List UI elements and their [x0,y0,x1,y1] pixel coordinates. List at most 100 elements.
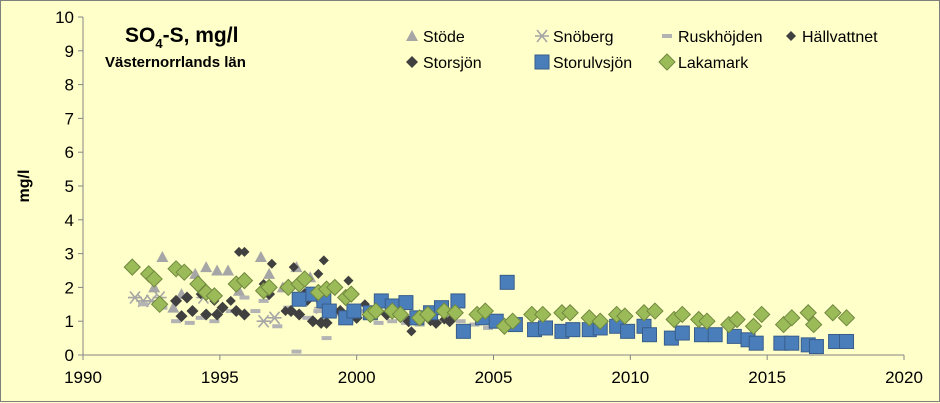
ruskhojden-point [272,324,283,329]
lakamark-point [591,312,609,330]
data-marks [123,246,856,355]
legend-marker [658,53,676,71]
lakamark-point [837,309,856,327]
storulvsjon-point [499,274,515,290]
legend-item-storsjon: Storsjön [406,55,482,72]
lakamark-point [673,305,692,324]
ruskhojden-point [209,319,220,324]
ruskhojden-point [239,295,250,300]
y-tick-label: 7 [65,109,74,128]
x-tick-label: 2020 [885,368,923,387]
snoberg-point [256,314,271,328]
stode-point [254,250,267,262]
lakamark-point [476,302,494,320]
y-tick-label: 6 [65,143,74,162]
lakamark-point [145,270,163,288]
stode-point [222,264,235,276]
legend-label: Storulvsjön [553,55,632,72]
legend-label: Stöde [423,29,465,46]
x-tick-label: 2015 [748,368,786,387]
axes: 0 1 2 3 4 5 6 7 8 9 10 1990 1995 2000 2005 2010 2015 2020 [55,8,923,387]
chart-title: SO4-S, mg/l [125,24,238,51]
hallvattnet-point [233,246,244,257]
lakamark-point [260,278,278,297]
storulvsjon-point [455,323,471,339]
storulvsjon-point [707,327,723,343]
lakamark-point [783,309,801,327]
lakamark-point [804,315,823,334]
legend-item-lakamark: Lakamark [658,53,749,72]
storulvsjon-point [537,320,553,336]
storsjon-point [170,294,183,307]
lakamark-point [616,307,634,325]
stode-point [232,284,245,296]
lakamark-point [367,302,385,320]
storulvsjon-point [784,335,800,351]
lakamark-point [391,305,410,324]
x-tick-label: 1990 [64,368,102,387]
ruskhojden-point [250,309,261,314]
ruskhojden-point [483,325,494,330]
legend-label: Storsjön [423,55,482,72]
legend-label: Ruskhöjden [678,29,763,46]
y-tick-label: 4 [65,211,74,230]
legend-item-hallvattnet: Hällvattnet [786,29,878,46]
ruskhojden-point [283,305,294,310]
legend-label: Snöberg [553,29,614,46]
lakamark-point [326,278,344,297]
lakamark-point [534,305,552,324]
lakamark-point [150,295,169,314]
stode-point [156,250,169,262]
ruskhojden-point [313,309,324,314]
ruskhojden-point [138,302,149,307]
series-lakamark [123,258,856,335]
storulvsjon-point [565,322,581,338]
ruskhojden-point [171,319,182,324]
lakamark-point [446,304,464,322]
storsjon-point [180,291,193,304]
storsjon-point [238,308,251,321]
storulvsjon-point [808,339,824,355]
legend-marker [406,30,418,41]
storulvsjon-point [693,327,709,343]
lakamark-point [205,287,224,305]
x-tick-label: 2005 [475,368,513,387]
x-tick-label: 1995 [201,368,239,387]
y-tick-label: 10 [55,8,74,27]
storsjon-point [216,301,229,314]
legend: Stöde Snöberg Ruskhöjden Hällvattnet Storsjö… [406,29,878,72]
y-tick-label: 1 [65,312,74,331]
y-tick-label: 8 [65,76,74,95]
lakamark-point [698,312,716,330]
storsjon-point [186,305,199,318]
snoberg-point [267,311,282,325]
hallvattnet-point [225,295,236,306]
stode-point [211,264,224,276]
storsjon-point [293,308,306,321]
title-main: SO [125,24,155,47]
ruskhojden-point [332,312,343,317]
lakamark-point [419,305,437,324]
storsjon-point [320,316,333,329]
ruskhojden-point [195,315,206,320]
legend-item-ruskhojden: Ruskhöjden [662,29,763,46]
storsjon-point [306,315,319,328]
legend-item-snoberg: Snöberg [535,29,614,46]
lakamark-point [503,312,522,330]
y-axis-label: mg/l [16,170,33,203]
lakamark-point [646,302,664,320]
storulvsjon-point [291,291,307,307]
storulvsjon-point [620,323,636,339]
hallvattnet-point [318,255,329,266]
y-tick-label: 5 [65,177,74,196]
legend-marker [662,34,672,38]
lakamark-point [752,305,771,324]
ruskhojden-point [469,322,480,327]
ruskhojden-point [302,315,313,320]
legend-marker [535,29,549,43]
title-subscript: 4 [155,36,163,51]
stode-point [167,301,180,313]
hallvattnet-point [288,262,299,273]
lakamark-point [235,271,254,290]
